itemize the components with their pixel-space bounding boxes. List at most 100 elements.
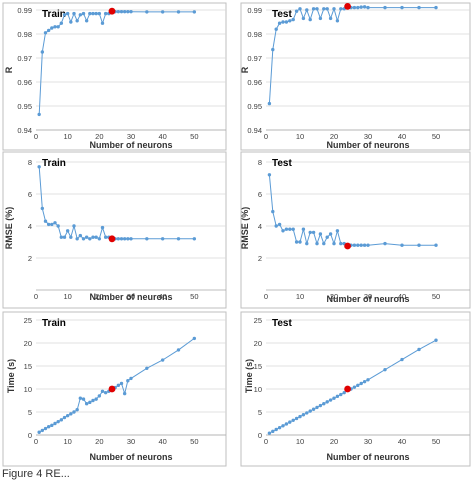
data-point (288, 19, 292, 23)
y-tick-label: 0 (28, 431, 32, 440)
data-point (122, 9, 127, 14)
data-point (75, 19, 79, 23)
data-point (311, 230, 316, 235)
panel-border (240, 151, 471, 309)
data-point (62, 235, 67, 239)
data-point (81, 237, 86, 241)
data-point (271, 209, 275, 214)
data-point (103, 11, 108, 16)
x-tick-label: 10 (63, 292, 71, 301)
data-point (281, 20, 285, 24)
data-point (122, 237, 127, 241)
data-point (277, 222, 282, 227)
data-point (37, 430, 41, 434)
data-point (383, 241, 387, 246)
data-point (97, 394, 102, 398)
data-point (192, 237, 197, 241)
x-tick-label: 0 (264, 132, 268, 141)
x-tick-label: 30 (127, 132, 135, 141)
panel-title: Train (42, 158, 66, 169)
data-point (339, 7, 343, 11)
data-point (315, 7, 319, 11)
y-tick-label: 0.94 (17, 126, 32, 135)
data-point (50, 423, 54, 428)
data-point (176, 348, 181, 352)
x-tick-label: 20 (330, 292, 338, 301)
y-tick-label: 0.98 (17, 30, 32, 39)
data-point (305, 411, 309, 415)
data-point (43, 219, 48, 223)
data-point (298, 414, 302, 419)
data-point (281, 424, 285, 428)
data-point (46, 222, 51, 227)
data-point (271, 429, 275, 434)
x-axis-label: Number of neurons (326, 452, 409, 462)
data-point (352, 5, 357, 10)
data-point (322, 402, 326, 406)
data-point (284, 20, 289, 24)
data-point (298, 7, 302, 11)
panel-title: Train (42, 9, 66, 20)
x-tick-label: 30 (127, 437, 135, 446)
x-axis-label: Number of neurons (326, 140, 409, 150)
data-point (62, 13, 67, 17)
y-tick-label: 8 (28, 158, 32, 167)
data-point (50, 26, 54, 30)
data-point (72, 11, 76, 16)
data-point (160, 358, 165, 362)
data-point (69, 20, 73, 24)
data-point (417, 5, 421, 10)
data-point (328, 232, 333, 236)
data-point (94, 235, 98, 239)
y-axis-label: R (240, 66, 250, 73)
data-point (37, 165, 41, 169)
data-point (65, 413, 70, 418)
x-tick-label: 20 (95, 437, 103, 446)
data-point (335, 394, 340, 399)
data-point (59, 418, 64, 422)
x-axis-label: Number of neurons (89, 452, 172, 462)
data-point (59, 21, 64, 25)
data-point (126, 237, 130, 241)
data-point (356, 383, 360, 388)
data-point (62, 415, 67, 420)
data-point (284, 422, 289, 426)
data-point (359, 243, 363, 247)
data-point (53, 25, 57, 29)
data-point (339, 392, 343, 397)
chart-panel-2: 0.94 0.95 0.96 0.97 0.98 0.99 0 10 20 30 40 50 Numbe… (240, 2, 471, 151)
data-point (88, 11, 92, 16)
data-point (84, 235, 89, 239)
x-tick-label: 20 (330, 132, 338, 141)
data-point (46, 28, 51, 33)
x-tick-label: 40 (398, 292, 406, 301)
x-tick-label: 40 (158, 292, 166, 301)
y-tick-label: 0.94 (247, 126, 262, 135)
y-tick-label: 0.95 (17, 102, 32, 111)
data-point (301, 413, 306, 417)
x-axis-label: Number of neurons (326, 294, 409, 304)
data-point (119, 381, 124, 386)
series-line (38, 337, 195, 433)
data-point (176, 237, 181, 241)
data-point (267, 431, 272, 435)
data-point (288, 227, 292, 231)
data-point (46, 425, 51, 429)
data-point (145, 366, 149, 370)
x-tick-label: 50 (190, 437, 198, 446)
data-point (383, 367, 387, 372)
data-point (53, 221, 57, 225)
data-point (417, 243, 421, 247)
x-tick-label: 40 (158, 132, 166, 141)
data-point (56, 25, 60, 29)
data-point (352, 385, 357, 389)
x-tick-label: 40 (398, 437, 406, 446)
data-point (301, 227, 306, 231)
x-tick-label: 0 (264, 292, 268, 301)
data-point (277, 21, 282, 25)
data-point (129, 376, 133, 381)
data-point (362, 243, 367, 247)
data-point (417, 347, 421, 352)
data-point (284, 227, 289, 231)
data-point (298, 240, 302, 244)
